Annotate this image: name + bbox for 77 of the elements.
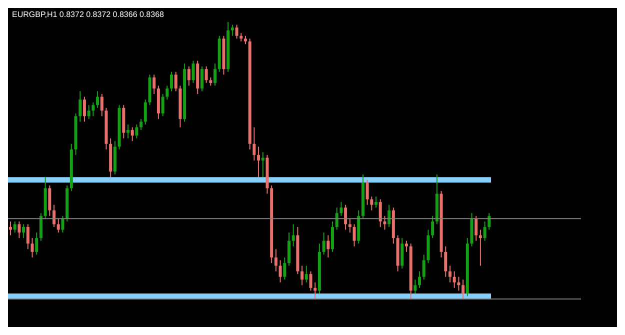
candlestick [261,152,264,178]
candlestick [26,224,30,250]
candlestick [304,265,308,283]
candlestick [418,270,422,288]
candlestick [474,215,478,242]
candlestick [326,234,330,258]
candlestick [48,184,52,216]
candlestick [30,238,34,258]
candlestick [292,224,295,247]
candlestick [135,124,138,139]
candlestick [422,254,426,280]
candlestick [309,270,312,292]
candlestick [200,66,204,92]
candlestick [287,232,290,266]
candlestick [235,24,238,40]
candlestick [174,71,178,92]
candlestick [78,90,82,122]
candlestick [214,63,217,86]
candlestick [370,196,374,211]
candlestick [340,202,343,216]
candlestick [388,204,391,228]
candlestick [13,220,16,234]
candlestick [52,204,56,228]
candlestick [300,265,304,286]
candlestick [166,85,169,100]
candlestick [192,60,195,84]
candlestick [488,212,491,230]
candlestick [187,66,190,86]
candlestick [383,215,386,230]
candlestick [204,66,208,84]
candlestick [230,24,234,36]
candlestick [335,207,338,230]
candlestick [378,198,382,228]
candlestick [278,260,282,283]
candlestick [331,220,334,252]
candlestick [400,238,404,270]
candlestick [39,212,42,242]
candlestick [352,224,356,247]
candlestick [56,218,60,234]
candlestick [100,94,104,117]
candlestick [283,256,286,280]
candlestick [322,232,326,256]
candlestick [444,246,448,278]
candlestick [82,96,86,122]
candlestick [9,220,12,236]
candlestick [96,90,100,108]
candlestick [366,179,369,206]
candlestick [252,126,256,161]
candlestick [404,240,408,252]
candlestick [144,99,147,125]
candlestick [87,104,90,120]
candlestick [478,229,482,266]
candlestick [35,232,38,256]
candlestick [483,220,486,242]
candlestick [161,94,164,117]
candlestick [18,220,21,239]
candlestick [274,248,278,272]
candlestick [348,218,352,234]
candlestick [448,265,452,283]
candlestick [130,126,134,142]
candlestick [374,196,378,208]
candlestick [170,71,173,92]
candlestick [344,204,348,230]
candlestick [431,215,434,239]
candlestick [452,270,456,288]
candlestick [126,124,130,139]
candlestick [140,118,143,131]
candlestick [92,102,95,117]
candlestick [462,279,465,299]
candlestick [314,282,317,299]
candlestick [257,146,260,178]
chart-title: EURGBP,H1 0.8372 0.8372 0.8366 0.8368 [12,10,164,19]
candlestick [414,279,417,294]
candlestick [457,276,460,292]
candlestick [152,74,156,95]
candlestick [61,215,64,234]
candlestick [22,224,26,239]
